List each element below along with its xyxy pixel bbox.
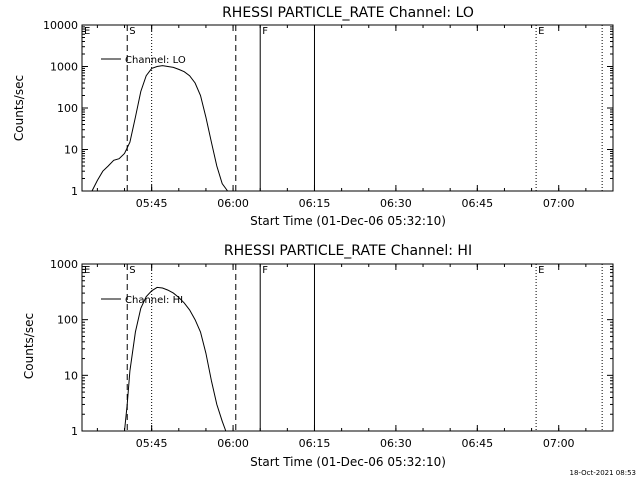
panel-lo-y-axis-label: Counts/sec bbox=[12, 75, 26, 141]
panel-hi-y-axis-label: Counts/sec bbox=[22, 313, 36, 379]
x-tick-label: 06:30 bbox=[380, 437, 412, 450]
event-marker-label: E bbox=[84, 265, 90, 276]
event-marker-label: S bbox=[129, 265, 135, 276]
panel-hi-legend-label: Channel: HI bbox=[125, 295, 183, 306]
y-tick-label: 10 bbox=[64, 369, 78, 382]
event-marker-label: E bbox=[538, 26, 544, 37]
x-tick-label: 06:15 bbox=[299, 197, 331, 210]
x-tick-label: 06:45 bbox=[461, 197, 493, 210]
panel-hi-series-line bbox=[124, 286, 227, 432]
event-marker-label: E bbox=[84, 26, 90, 37]
x-tick-label: 06:45 bbox=[461, 437, 493, 450]
x-tick-label: 06:00 bbox=[217, 437, 249, 450]
footer-timestamp: 18-Oct-2021 08:53 bbox=[570, 469, 636, 477]
event-marker-label: E bbox=[538, 265, 544, 276]
y-tick-label: 100 bbox=[57, 102, 78, 115]
panel-lo-series-line bbox=[91, 65, 229, 192]
panel-hi: RHESSI PARTICLE_RATE Channel: HI Start T… bbox=[22, 243, 614, 469]
x-tick-label: 05:45 bbox=[136, 197, 168, 210]
panel-hi-plot-frame bbox=[81, 263, 614, 432]
x-tick-label: 06:30 bbox=[380, 197, 412, 210]
y-tick-label: 10 bbox=[64, 144, 78, 157]
x-tick-label: 06:15 bbox=[299, 437, 331, 450]
y-tick-label: 1000 bbox=[50, 258, 78, 271]
x-tick-label: 07:00 bbox=[543, 437, 575, 450]
y-tick-label: 1000 bbox=[50, 61, 78, 74]
panel-hi-title: RHESSI PARTICLE_RATE Channel: HI bbox=[224, 243, 472, 259]
panel-lo: RHESSI PARTICLE_RATE Channel: LO Start T… bbox=[12, 5, 614, 228]
event-marker-label: F bbox=[262, 26, 268, 37]
x-tick-label: 06:00 bbox=[217, 197, 249, 210]
y-tick-label: 10000 bbox=[43, 19, 78, 32]
panel-lo-legend-label: Channel: LO bbox=[125, 55, 186, 66]
event-marker-label: S bbox=[129, 26, 135, 37]
event-marker-label: F bbox=[262, 265, 268, 276]
panel-lo-title: RHESSI PARTICLE_RATE Channel: LO bbox=[222, 5, 474, 21]
y-tick-label: 1 bbox=[71, 185, 78, 198]
y-tick-label: 100 bbox=[57, 314, 78, 327]
panel-lo-x-axis-label: Start Time (01-Dec-06 05:32:10) bbox=[250, 214, 446, 228]
panel-hi-x-axis-label: Start Time (01-Dec-06 05:32:10) bbox=[250, 455, 446, 469]
y-tick-label: 1 bbox=[71, 425, 78, 438]
x-tick-label: 05:45 bbox=[136, 437, 168, 450]
x-tick-label: 07:00 bbox=[543, 197, 575, 210]
